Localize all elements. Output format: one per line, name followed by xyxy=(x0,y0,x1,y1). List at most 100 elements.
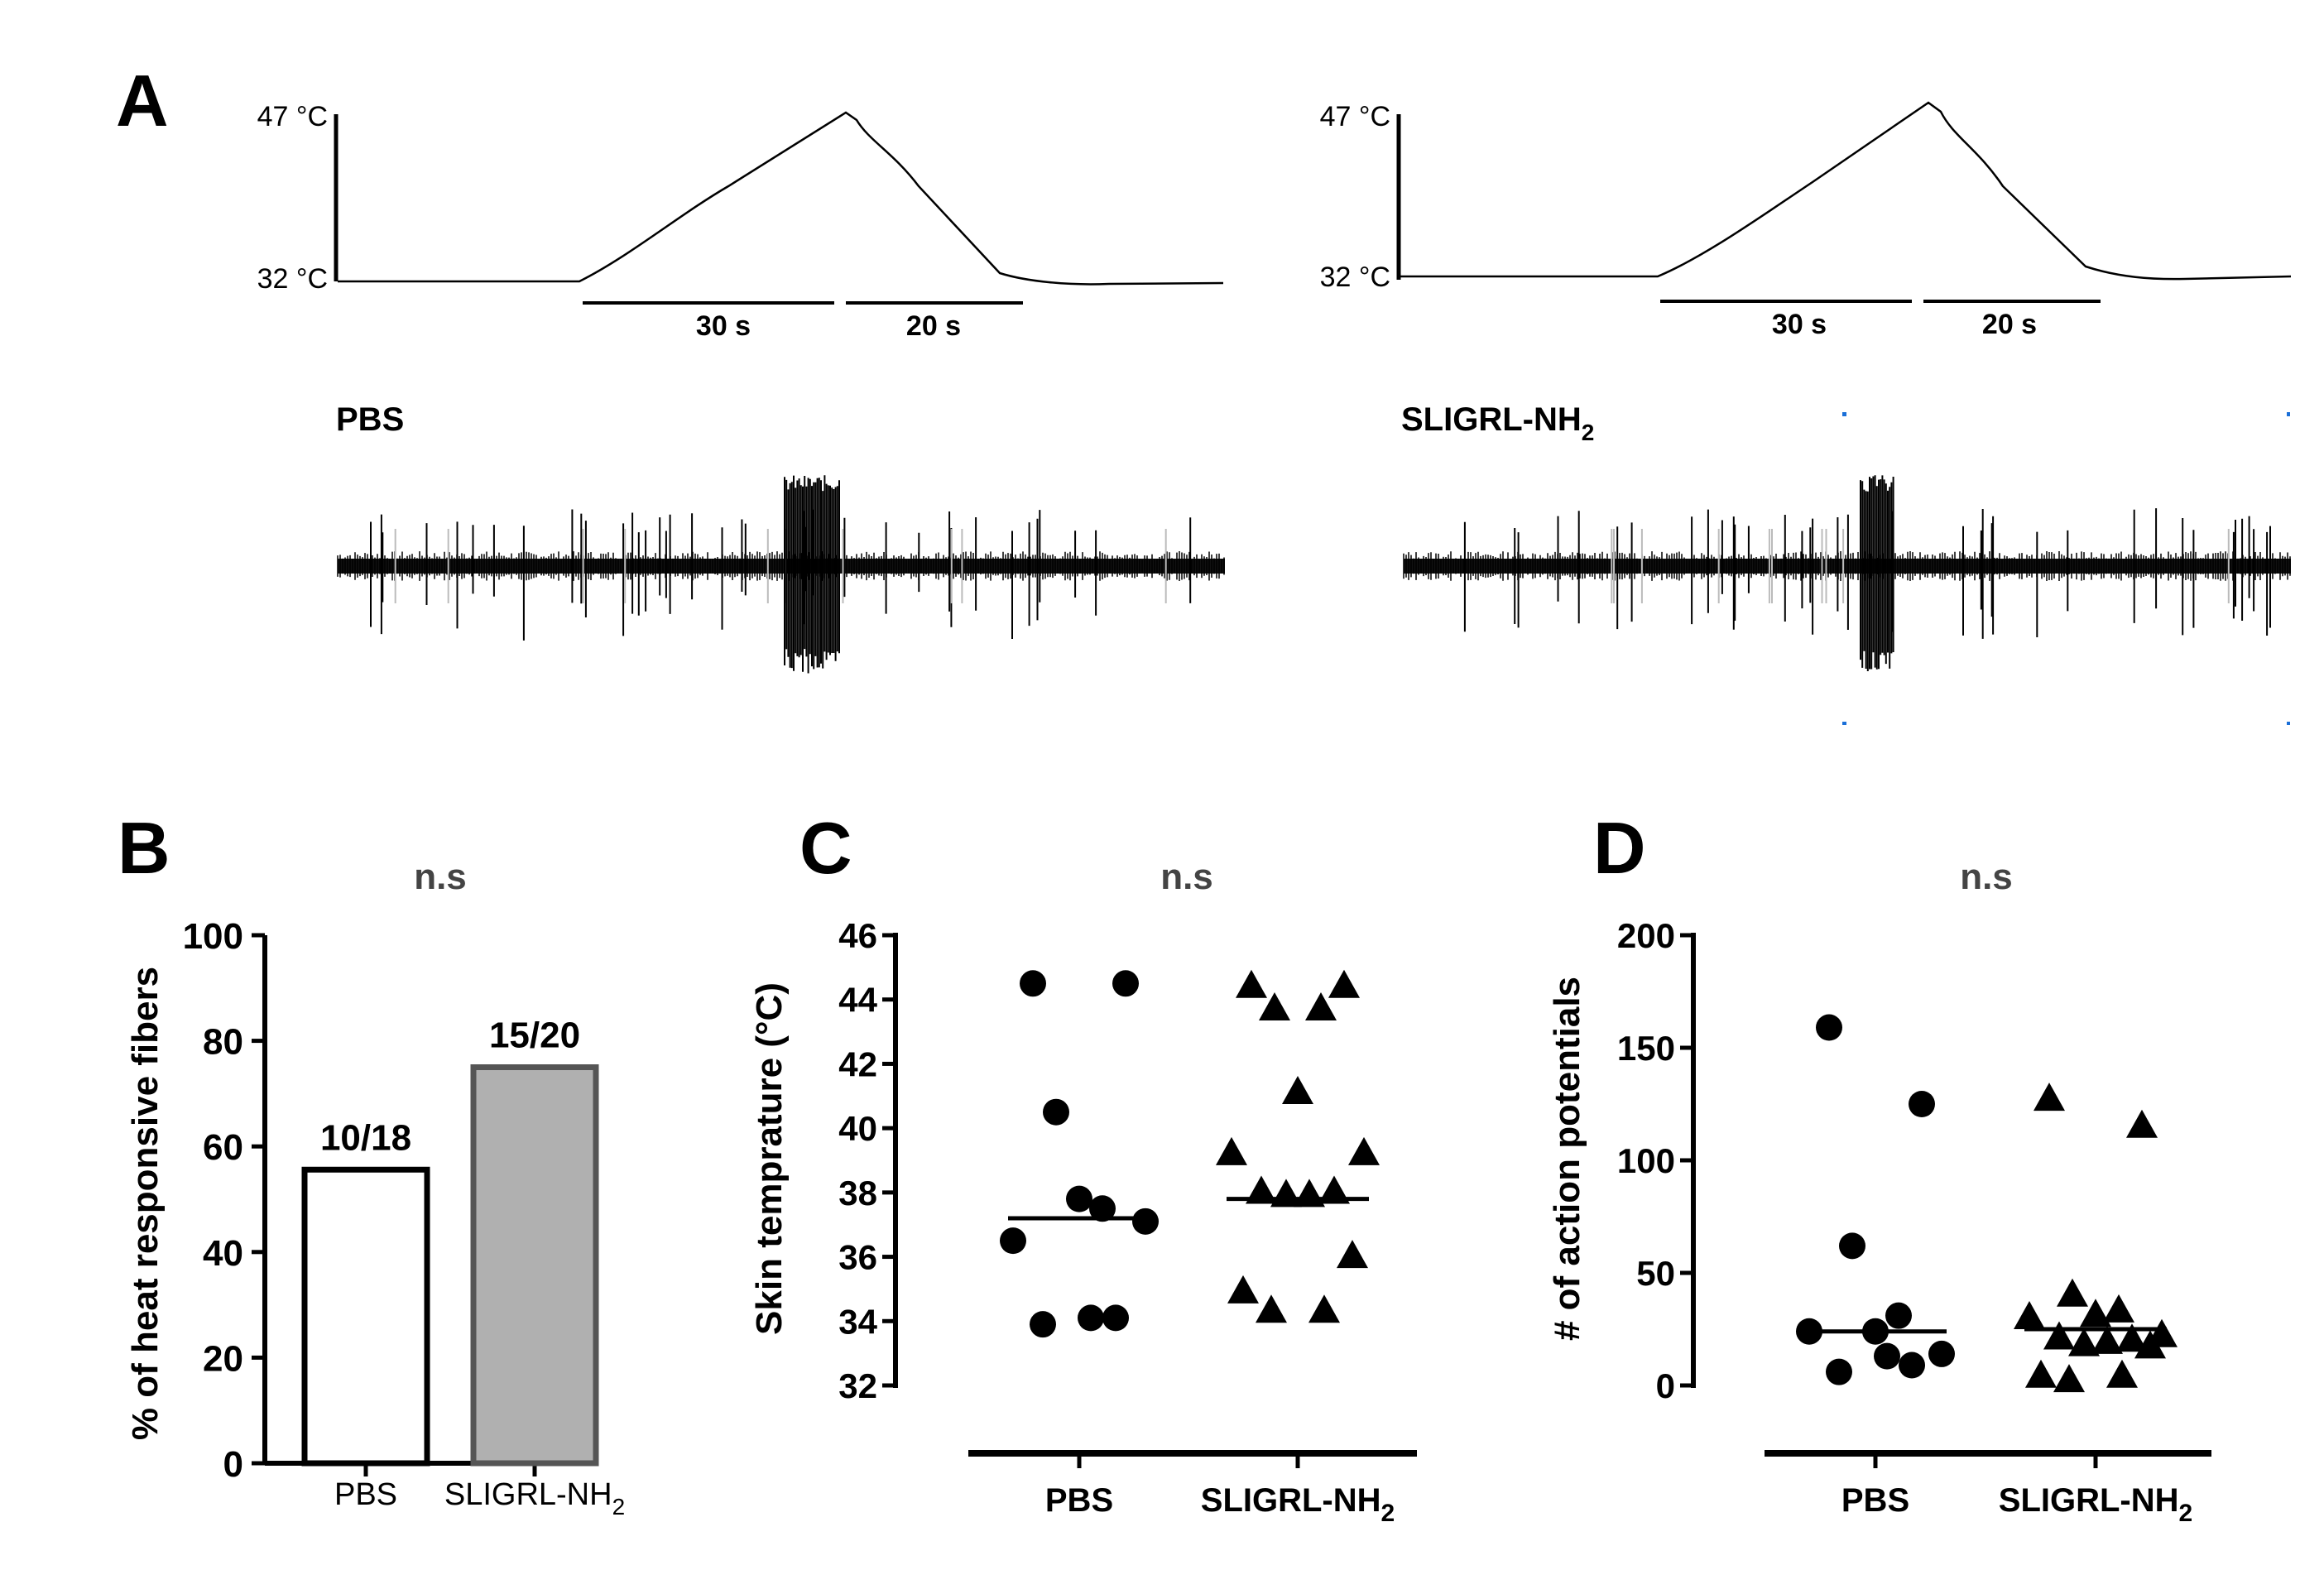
y-tick-label: 40 xyxy=(838,1109,877,1148)
data-point-triangle xyxy=(2068,1328,2100,1356)
y-tick-label: 34 xyxy=(838,1302,877,1341)
data-point-triangle xyxy=(1305,991,1337,1020)
data-point-circle xyxy=(1112,970,1139,997)
data-point-circle xyxy=(1102,1304,1129,1332)
data-point-circle xyxy=(1078,1304,1104,1332)
data-point-circle xyxy=(1839,1232,1865,1260)
data-point-triangle xyxy=(1227,1275,1259,1304)
y-tick-label: 100 xyxy=(183,916,243,957)
data-point-triangle xyxy=(1259,991,1290,1020)
data-point-triangle xyxy=(2106,1359,2138,1388)
temperature-trace xyxy=(338,111,1224,286)
panel-d-plot: 0 50 100 150 200 xyxy=(1617,916,2211,1468)
marker-dot xyxy=(2287,412,2290,416)
marker-dot xyxy=(1842,722,1846,725)
y-tick-label: 40 xyxy=(203,1233,243,1274)
data-point-triangle xyxy=(1216,1136,1247,1165)
data-point-triangle xyxy=(1337,1240,1368,1269)
panel-d: D n.s # of action potentials 0 50 100 150 20… xyxy=(1547,807,2211,1527)
data-point-triangle xyxy=(2091,1325,2123,1354)
ramp-up-label: 30 s xyxy=(696,310,751,342)
data-point-triangle xyxy=(2134,1330,2166,1359)
bar-data-label: 10/18 xyxy=(320,1117,411,1158)
data-point-triangle xyxy=(2057,1278,2088,1307)
temperature-trace xyxy=(1400,101,2292,281)
temperature-scale-top-label: 47 °C xyxy=(1320,101,1390,132)
panel-d-title: n.s xyxy=(1960,857,2013,897)
data-point-circle xyxy=(1826,1358,1852,1385)
y-tick-label: 42 xyxy=(838,1044,877,1083)
data-point-triangle xyxy=(2053,1364,2085,1393)
x-category-label-sligrl: SLIGRL-NH2 xyxy=(1999,1482,2192,1527)
panel-d-label: D xyxy=(1593,807,1646,889)
bar-pbs xyxy=(301,1166,430,1467)
data-point-triangle xyxy=(2116,1323,2148,1352)
data-point-triangle xyxy=(2025,1359,2057,1388)
spike-burst xyxy=(1860,475,1894,671)
panel-c-ylabel: Skin temprature (°C) xyxy=(749,982,790,1335)
data-point-triangle xyxy=(2080,1299,2111,1328)
data-point-circle xyxy=(1066,1185,1092,1212)
data-point-circle xyxy=(1132,1208,1159,1235)
data-point-circle xyxy=(1928,1340,1955,1367)
data-point-triangle xyxy=(1270,1179,1302,1208)
panel-c: C n.s Skin temprature (°C) 32 34 36 38 40 42 4… xyxy=(749,807,1417,1527)
y-tick-label: 36 xyxy=(838,1238,877,1277)
data-point-circle xyxy=(1909,1091,1935,1117)
spike xyxy=(370,509,1192,641)
data-point-triangle xyxy=(2043,1321,2075,1350)
panel-b-axis: 0 20 40 60 80 100 xyxy=(183,916,596,1485)
x-category-label-pbs: PBS xyxy=(1841,1482,1909,1519)
data-point-triangle xyxy=(1318,1175,1350,1204)
spike-trace-pbs xyxy=(337,475,1225,674)
y-tick-label: 20 xyxy=(203,1338,243,1379)
panel-a-protocol-right: 47 °C 32 °C 30 s 20 s xyxy=(1320,101,2292,340)
data-point-circle xyxy=(1000,1227,1026,1255)
data-point-triangle xyxy=(1308,1294,1340,1323)
data-point-circle xyxy=(1089,1195,1116,1222)
spike-light xyxy=(1611,529,2230,603)
data-point-circle xyxy=(1030,1311,1056,1338)
x-category-label-sligrl: SLIGRL-NH2 xyxy=(1201,1482,1395,1527)
data-point-circle xyxy=(1874,1342,1900,1370)
y-tick-label: 100 xyxy=(1617,1141,1675,1180)
data-point-circle xyxy=(1899,1352,1925,1379)
y-tick-label: 38 xyxy=(838,1174,877,1212)
y-tick-label: 0 xyxy=(223,1444,243,1485)
temperature-scale-top-label: 47 °C xyxy=(257,101,328,132)
y-tick-label: 32 xyxy=(838,1366,877,1405)
y-tick-label: 46 xyxy=(838,916,877,955)
data-point-triangle xyxy=(2103,1294,2134,1323)
marker-dot xyxy=(1842,412,1846,416)
panel-b-bars: 10/18 15/20 xyxy=(301,1015,599,1467)
y-tick-label: 44 xyxy=(838,981,877,1020)
x-category-label-pbs: PBS xyxy=(1045,1482,1113,1519)
panel-c-title: n.s xyxy=(1160,857,1213,897)
data-point-circle xyxy=(1816,1014,1842,1041)
spike xyxy=(1463,508,2271,639)
data-point-triangle xyxy=(1348,1136,1380,1165)
spike-trace-sligrl xyxy=(1403,475,2291,671)
y-tick-label: 150 xyxy=(1617,1029,1675,1068)
temperature-scale-bottom-label: 32 °C xyxy=(257,263,328,295)
data-point-triangle xyxy=(1328,969,1360,998)
x-category-label-sligrl: SLIGRL-NH2 xyxy=(444,1477,625,1520)
data-point-circle xyxy=(1043,1098,1069,1126)
bar-sligrl xyxy=(470,1064,599,1467)
panel-b-ylabel: % of heat responsive fibers xyxy=(125,967,166,1440)
panel-a-protocol-left: 47 °C 32 °C 30 s 20 s xyxy=(257,101,1224,342)
data-point-triangle xyxy=(1246,1175,1277,1204)
panel-b: B n.s % of heat responsive fibers 0 20 40 6… xyxy=(118,807,625,1520)
data-point-triangle xyxy=(2014,1301,2045,1329)
data-point-circle xyxy=(1020,970,1046,997)
data-point-circle xyxy=(1885,1302,1912,1329)
panel-a: A 47 °C 32 °C 30 s 20 s 47 °C 32 °C 30 s… xyxy=(116,60,2292,725)
ramp-down-label: 20 s xyxy=(1982,309,2037,340)
y-tick-label: 0 xyxy=(1656,1366,1675,1405)
bar-data-label: 15/20 xyxy=(489,1015,580,1056)
x-category-label-pbs: PBS xyxy=(334,1477,397,1512)
spike-burst xyxy=(784,475,840,674)
data-point-triangle xyxy=(1256,1294,1287,1323)
panel-a-label: A xyxy=(116,60,169,142)
